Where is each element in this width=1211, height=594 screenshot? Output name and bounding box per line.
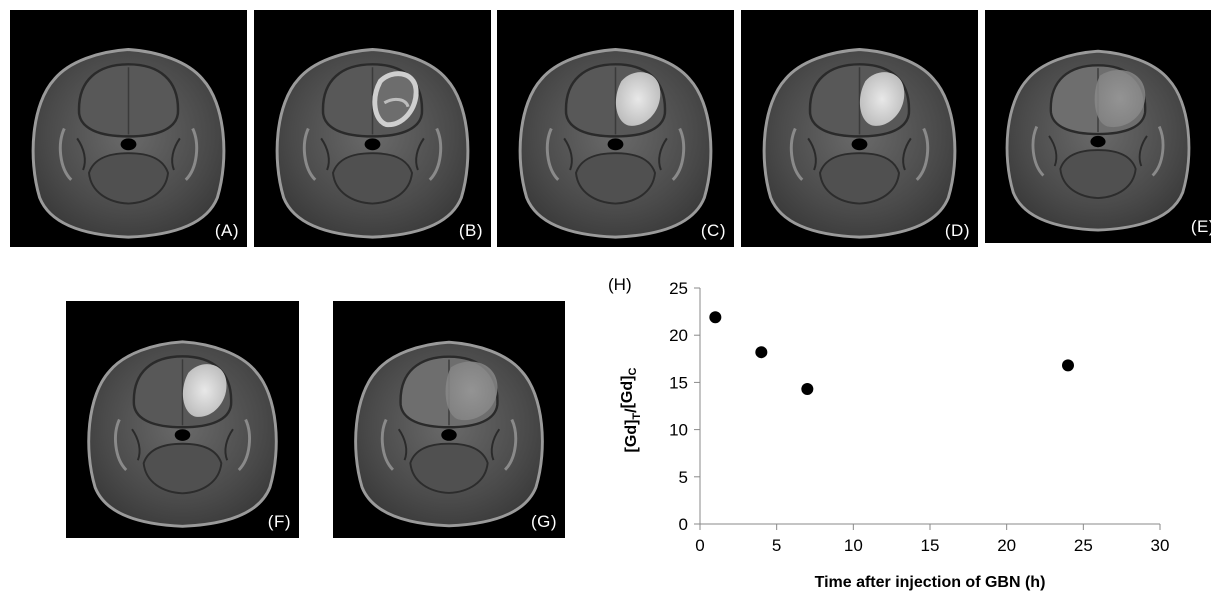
- data-point: [709, 311, 722, 324]
- mri-scan-image: [1005, 49, 1191, 232]
- y-tick-label: 25: [669, 279, 688, 298]
- y-tick-label: 15: [669, 373, 688, 392]
- x-axis-label: Time after injection of GBN (h): [815, 574, 1046, 591]
- panel-label: (B): [458, 221, 483, 240]
- data-point: [755, 346, 768, 359]
- chart-marks: [709, 311, 1074, 396]
- x-tick-label: 30: [1151, 536, 1170, 555]
- panel-label: (D): [944, 221, 970, 240]
- y-tick-label: 10: [669, 421, 688, 440]
- mri-panel-f: (F): [66, 301, 299, 538]
- mri-scan-image: [518, 48, 713, 239]
- panel-label: (A): [214, 221, 239, 240]
- mri-scan-image: [31, 48, 226, 239]
- x-tick-label: 25: [1074, 536, 1093, 555]
- mri-panel-g: (G): [333, 301, 565, 538]
- mri-scan-image: [87, 340, 278, 528]
- mri-scan-image: [762, 48, 957, 239]
- chart-ticks: 0 5 10 15 20 25 30 0 5 10 15 20 25: [669, 279, 1169, 555]
- panel-label: (F): [267, 512, 291, 531]
- panel-label: (E): [1190, 217, 1211, 236]
- mri-panel-d: (D): [741, 10, 978, 247]
- mri-panel-a: (A): [10, 10, 247, 247]
- chart-axes: [699, 288, 1160, 525]
- mri-scan-image: [354, 340, 544, 528]
- y-tick-label: 0: [679, 515, 688, 534]
- mri-panel-e: (E): [985, 10, 1211, 243]
- x-tick-label: 5: [772, 536, 781, 555]
- y-axis-label: [Gd]T/[Gd]C: [619, 368, 643, 453]
- chart-panel-label: (H): [608, 275, 632, 294]
- gd-ratio-scatter-chart: (H) [Gd]T/[Gd]C Time after injection of …: [608, 275, 1169, 591]
- y-tick-label: 20: [669, 326, 688, 345]
- x-tick-label: 20: [997, 536, 1016, 555]
- mri-scan-image: [275, 48, 470, 239]
- panel-label: (C): [700, 221, 726, 240]
- x-tick-label: 0: [695, 536, 704, 555]
- y-tick-label: 5: [679, 468, 688, 487]
- x-tick-label: 15: [921, 536, 940, 555]
- data-point: [801, 383, 814, 396]
- panel-label: (G): [530, 512, 557, 531]
- x-tick-label: 10: [844, 536, 863, 555]
- mri-panel-b: (B): [254, 10, 491, 247]
- mri-panel-c: (C): [497, 10, 734, 247]
- data-point: [1062, 359, 1074, 372]
